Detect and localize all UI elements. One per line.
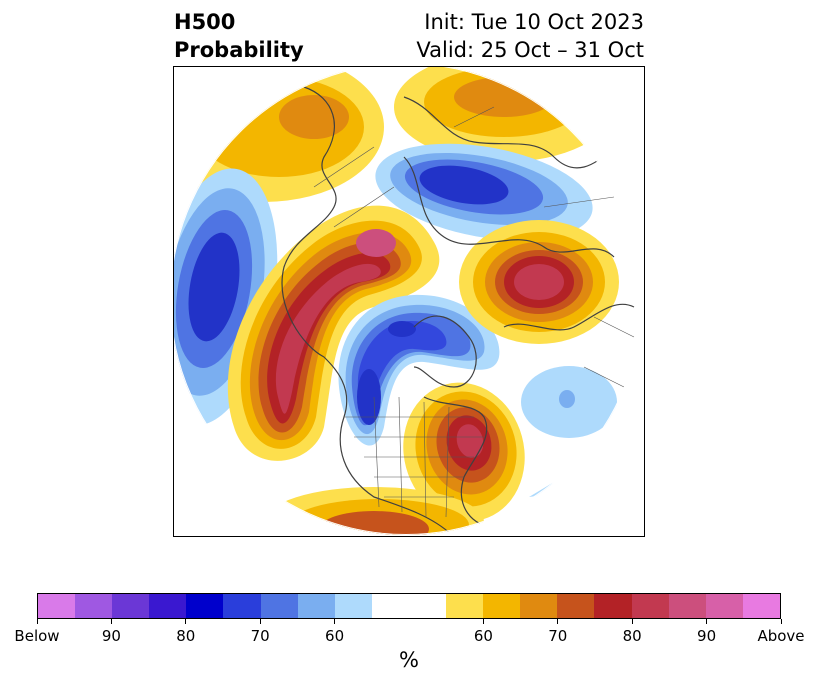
colorbar-tick: [259, 619, 261, 624]
colorbar-swatch: [557, 594, 595, 618]
colorbar-swatch: [668, 594, 706, 618]
ridge-west: [227, 205, 440, 461]
colorbar-tick-label: 60: [473, 627, 493, 645]
colorbar-tick: [706, 619, 708, 624]
trough-greenland: [375, 143, 593, 241]
colorbar-swatch: [223, 594, 261, 618]
colorbar: [37, 593, 781, 619]
colorbar-swatch: [260, 594, 298, 618]
colorbar-tick: [780, 619, 782, 624]
colorbar-swatch: [446, 594, 484, 618]
colorbar-swatch: [297, 594, 335, 618]
colorbar-tick: [334, 619, 336, 624]
colorbar-tick-label: 80: [176, 627, 196, 645]
colorbar-swatch: [75, 594, 113, 618]
colorbar-tick: [631, 619, 633, 624]
ridge-east-us: [403, 382, 525, 522]
colorbar-tick: [36, 619, 38, 624]
forecast-dates: Init: Tue 10 Oct 2023 Valid: 25 Oct – 31…: [416, 8, 644, 64]
colorbar-tick-label: 70: [250, 627, 270, 645]
colorbar-swatch: [371, 594, 409, 618]
colorbar-swatch: [631, 594, 669, 618]
colorbar-swatch: [38, 594, 76, 618]
colorbar-swatch: [742, 594, 780, 618]
ridge-south: [264, 487, 484, 535]
valid-date: Valid: 25 Oct – 31 Oct: [416, 38, 644, 62]
ridge-atlantic: [459, 220, 619, 344]
trough-east-atlantic: [521, 366, 617, 497]
colorbar-tick: [185, 619, 187, 624]
colorbar-tick-label: 90: [101, 627, 121, 645]
colorbar-swatch: [186, 594, 224, 618]
colorbar-swatch: [149, 594, 187, 618]
colorbar-tick-label: 60: [325, 627, 345, 645]
colorbar-tick-label: Above: [757, 627, 805, 645]
colorbar-tick: [482, 619, 484, 624]
title-line-1: H500: [174, 10, 236, 34]
trough-central: [338, 294, 500, 446]
colorbar-swatch: [408, 594, 447, 618]
init-date: Init: Tue 10 Oct 2023: [424, 10, 644, 34]
colorbar-swatch: [334, 594, 372, 618]
colorbar-unit: %: [399, 648, 419, 672]
colorbar-tick-label: 70: [548, 627, 568, 645]
colorbar-tick-label: 80: [622, 627, 642, 645]
colorbar-tick-label: 90: [697, 627, 717, 645]
colorbar-tick-label: Below: [14, 627, 60, 645]
colorbar-swatch: [594, 594, 632, 618]
coastlines: [281, 86, 635, 535]
map-canvas: [174, 67, 642, 535]
colorbar-tick: [110, 619, 112, 624]
chart-title: H500 Probability: [174, 8, 304, 64]
probability-map: [173, 66, 645, 537]
title-line-2: Probability: [174, 38, 304, 62]
colorbar-swatch: [483, 594, 521, 618]
colorbar-swatch: [705, 594, 743, 618]
colorbar-tick: [557, 619, 559, 624]
colorbar-swatch: [520, 594, 558, 618]
borders: [313, 106, 635, 518]
colorbar-swatch: [112, 594, 150, 618]
